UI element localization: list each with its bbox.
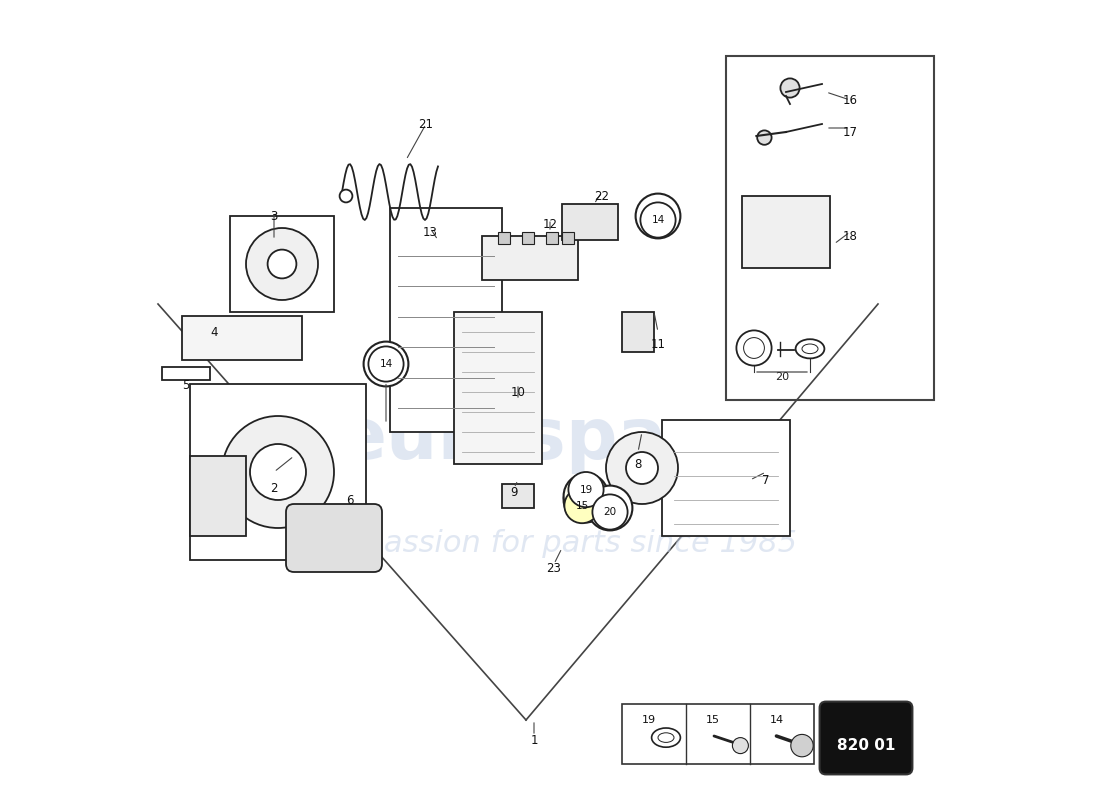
Circle shape xyxy=(569,472,604,507)
Circle shape xyxy=(758,212,798,252)
Circle shape xyxy=(368,346,404,382)
FancyBboxPatch shape xyxy=(230,216,334,312)
Text: 16: 16 xyxy=(843,94,858,106)
Circle shape xyxy=(587,486,632,530)
Text: 22: 22 xyxy=(594,190,609,202)
Circle shape xyxy=(640,202,675,238)
Circle shape xyxy=(791,734,813,757)
FancyBboxPatch shape xyxy=(162,367,210,380)
Circle shape xyxy=(593,494,628,530)
Circle shape xyxy=(780,78,800,98)
Text: a passion for parts since 1985: a passion for parts since 1985 xyxy=(336,530,796,558)
Circle shape xyxy=(564,488,600,523)
FancyBboxPatch shape xyxy=(820,702,912,774)
Circle shape xyxy=(757,130,771,145)
Text: 8: 8 xyxy=(635,458,641,470)
Text: 23: 23 xyxy=(547,562,561,574)
FancyBboxPatch shape xyxy=(562,204,618,240)
Text: 6: 6 xyxy=(346,494,354,506)
Bar xyxy=(621,704,814,764)
Bar xyxy=(498,232,510,244)
FancyBboxPatch shape xyxy=(726,56,934,400)
Text: 14: 14 xyxy=(379,359,393,369)
FancyBboxPatch shape xyxy=(502,484,534,508)
Bar xyxy=(562,232,574,244)
Text: 4: 4 xyxy=(210,326,218,338)
Circle shape xyxy=(250,444,306,500)
FancyBboxPatch shape xyxy=(621,312,654,352)
Text: 19: 19 xyxy=(580,485,593,494)
Circle shape xyxy=(736,330,771,366)
Text: 13: 13 xyxy=(422,226,438,238)
Text: 20: 20 xyxy=(774,372,789,382)
Text: 15: 15 xyxy=(706,715,721,725)
Bar xyxy=(546,232,558,244)
Text: 21: 21 xyxy=(418,118,433,130)
Circle shape xyxy=(340,190,352,202)
FancyBboxPatch shape xyxy=(454,312,542,464)
Text: 15: 15 xyxy=(575,501,589,510)
Circle shape xyxy=(364,342,408,386)
Circle shape xyxy=(744,338,764,358)
Circle shape xyxy=(733,738,748,754)
Text: eurospares: eurospares xyxy=(338,406,794,474)
Circle shape xyxy=(626,452,658,484)
Text: 18: 18 xyxy=(843,230,857,242)
Text: 2: 2 xyxy=(271,482,277,494)
Text: 14: 14 xyxy=(651,215,664,225)
Text: 17: 17 xyxy=(843,126,858,138)
FancyBboxPatch shape xyxy=(482,236,578,280)
Bar xyxy=(522,232,534,244)
Circle shape xyxy=(636,194,681,238)
Circle shape xyxy=(563,478,608,522)
FancyBboxPatch shape xyxy=(662,420,790,536)
Text: 12: 12 xyxy=(542,218,558,230)
FancyBboxPatch shape xyxy=(390,208,502,432)
Text: 14: 14 xyxy=(770,715,784,725)
Text: 20: 20 xyxy=(604,507,617,517)
FancyBboxPatch shape xyxy=(190,384,366,560)
Ellipse shape xyxy=(795,339,824,358)
FancyBboxPatch shape xyxy=(286,504,382,572)
Circle shape xyxy=(246,228,318,300)
Circle shape xyxy=(222,416,334,528)
Circle shape xyxy=(563,474,608,518)
Text: 11: 11 xyxy=(650,338,666,350)
Text: 10: 10 xyxy=(510,386,526,398)
Ellipse shape xyxy=(802,344,818,354)
Text: 9: 9 xyxy=(510,486,518,498)
Text: 5: 5 xyxy=(183,379,189,392)
Text: 3: 3 xyxy=(271,210,277,222)
Circle shape xyxy=(267,250,296,278)
FancyBboxPatch shape xyxy=(742,196,830,268)
Text: 7: 7 xyxy=(762,474,770,486)
Ellipse shape xyxy=(658,733,674,742)
FancyBboxPatch shape xyxy=(190,456,246,536)
Circle shape xyxy=(606,432,678,504)
FancyBboxPatch shape xyxy=(182,316,302,360)
Text: 820 01: 820 01 xyxy=(837,738,895,753)
Text: 19: 19 xyxy=(642,715,656,725)
Text: 1: 1 xyxy=(530,734,538,746)
Ellipse shape xyxy=(651,728,681,747)
